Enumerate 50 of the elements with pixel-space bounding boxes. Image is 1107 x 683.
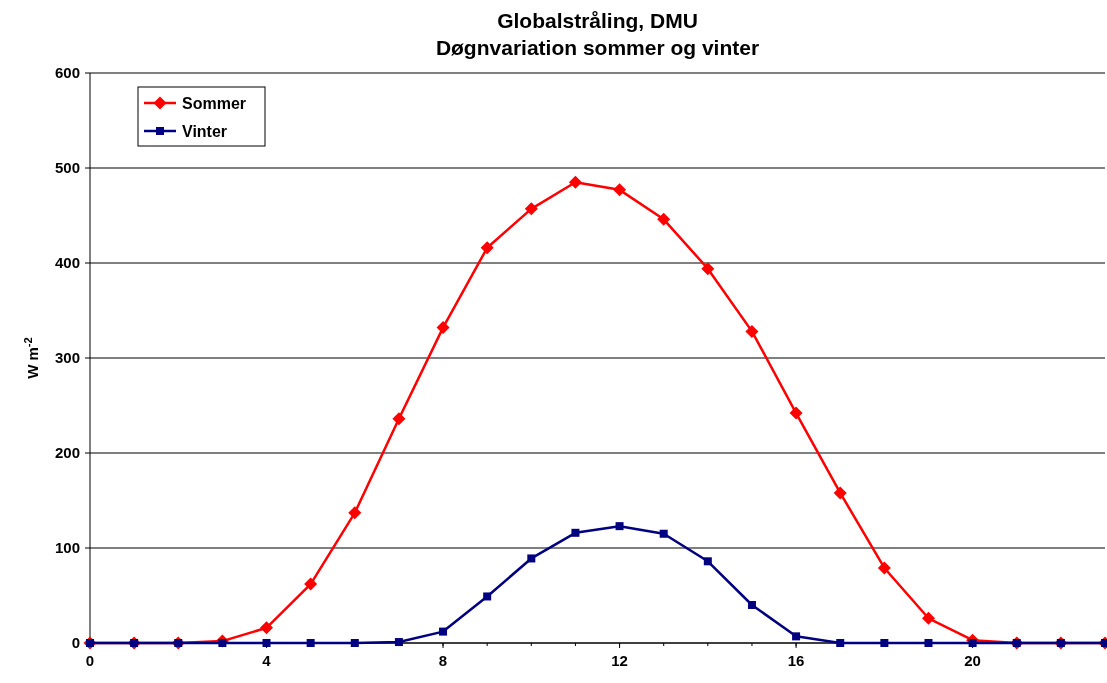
point [480,241,494,255]
legend-label: Sommer [182,94,247,112]
point [745,324,759,338]
point [792,632,801,641]
legend-label: Vinter [182,122,228,140]
point [836,639,845,647]
point [568,175,582,189]
x-tick-label: 4 [262,652,272,669]
x-tick-label: 12 [611,652,628,669]
y-tick-label: 600 [54,64,80,82]
point [880,639,889,647]
point [394,638,403,647]
point [877,561,891,575]
x-tick-label: 20 [964,652,981,669]
point [436,321,450,335]
point [968,639,977,647]
point [833,486,847,500]
point [921,611,935,625]
point [262,639,271,647]
y-tick-label: 300 [54,349,80,367]
y-tick-label: 0 [71,634,80,652]
point [260,621,274,635]
point [527,554,536,563]
point [306,639,315,647]
point [571,528,580,537]
y-tick-label: 500 [54,159,80,177]
point [657,212,671,226]
point [392,412,406,426]
y-tick-label: 100 [54,539,80,557]
point [659,529,668,538]
y-tick-label: 200 [54,444,80,462]
point [483,592,492,601]
point [924,639,933,647]
x-tick-label: 8 [438,652,448,669]
x-tick-label: 16 [787,652,805,669]
point [439,627,448,636]
point [703,557,712,566]
point [615,522,624,531]
point [613,183,627,197]
point [304,577,318,591]
chart-subtitle: Døgnvariation sommer og vinter [435,36,760,59]
point [701,262,715,276]
chart-title: Globalstråling, DMU [497,9,698,32]
x-tick-label: 0 [85,652,95,669]
point [747,601,756,609]
point [348,506,362,520]
point [350,639,359,647]
point [789,406,803,420]
y-tick-label: 400 [54,254,80,272]
point [524,202,538,216]
